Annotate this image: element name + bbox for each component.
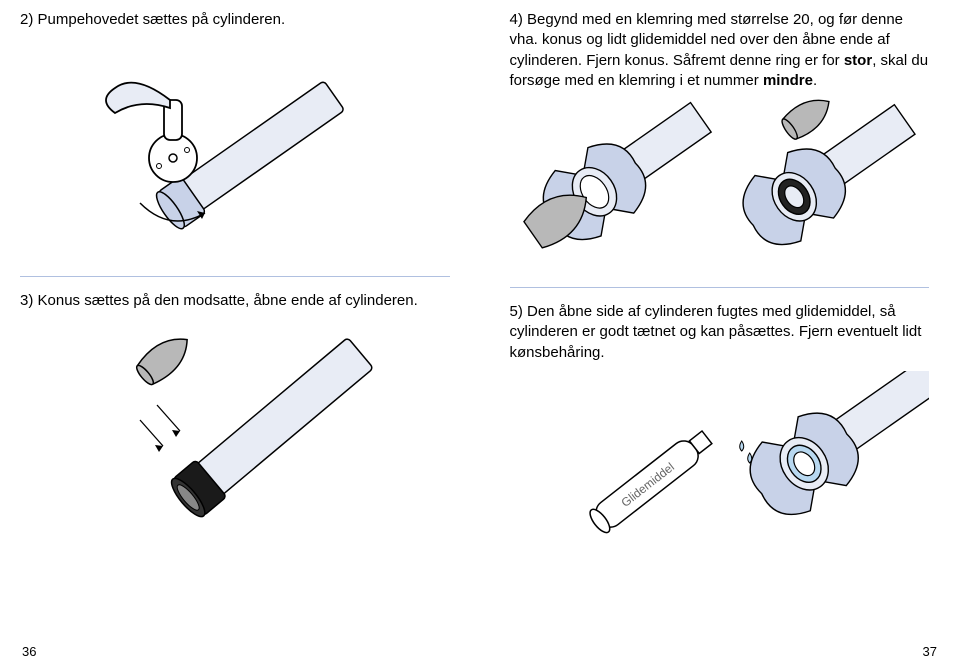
step-3-illustration [20,320,450,550]
right-column: 4) Begynd med en klemring med størrelse … [480,0,959,667]
pump-head-illustration [85,38,385,258]
right-divider [510,287,930,288]
left-divider [20,276,450,277]
step-5-label: 5) Den åbne side af cylinderen fugtes me… [510,303,922,361]
step-2-illustration [20,38,450,258]
cone-on-cylinder-illustration [85,320,385,550]
step-4-bold1: stor [844,52,872,69]
clamp-ring-illustration [510,99,930,269]
left-column: 2) Pumpehovedet sættes på cylinderen. [0,0,480,667]
page-spread: 2) Pumpehovedet sættes på cylinderen. [0,0,959,667]
step-4-suffix: . [813,72,817,89]
step-4-text: 4) Begynd med en klemring med størrelse … [510,10,930,91]
step-2-text: 2) Pumpehovedet sættes på cylinderen. [20,10,450,30]
step-4-illustration [510,99,930,269]
step-5-text: 5) Den åbne side af cylinderen fugtes me… [510,302,930,363]
step-3-text: 3) Konus sættes på den modsatte, åbne en… [20,291,450,311]
step-4-bold2: mindre [763,72,813,89]
page-number-right: 37 [923,644,937,659]
page-number-left: 36 [22,644,36,659]
step-5-illustration: Glidemiddel [510,371,930,561]
lubricant-illustration: Glidemiddel [510,371,930,561]
